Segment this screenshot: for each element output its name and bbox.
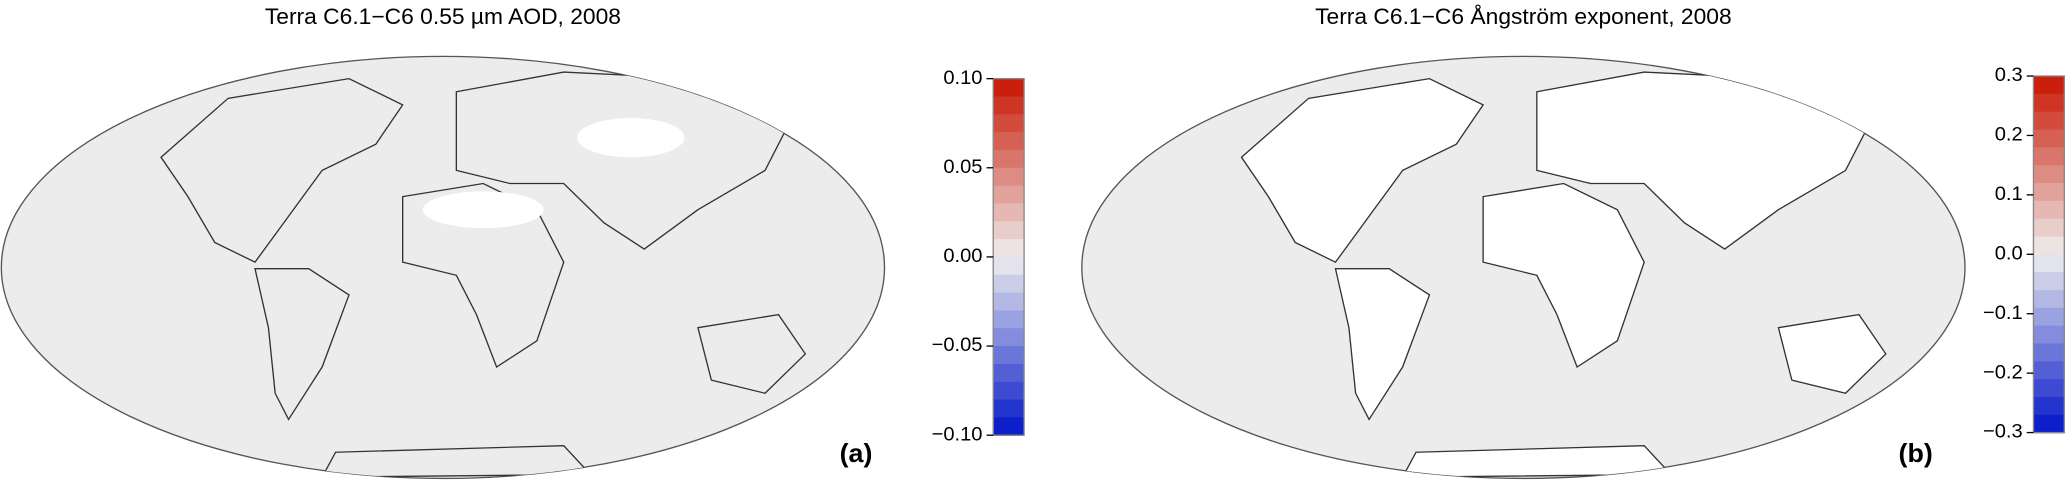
colorbar-step [993,399,1025,419]
colorbar-step [2033,272,2065,291]
colorbar-step [2033,182,2065,202]
colorbar-step [993,310,1025,329]
colorbar-step [993,328,1025,347]
colorbar-step [993,292,1025,312]
colorbar-step [2033,307,2065,327]
colorbar-step [993,203,1025,222]
colorbar-step [2033,343,2065,362]
colorbar-step [993,363,1025,383]
colorbar-step [993,132,1025,151]
colorbar-step [2033,254,2065,273]
colorbar-tick-label: 0.0 [1995,243,2023,265]
colorbar-tick-label: −0.1 [1983,302,2023,324]
colorbar-step [2033,325,2065,345]
map-b [1081,55,1966,480]
colorbar-step [993,221,1025,240]
colorbar-step [993,114,1025,133]
colorbar-tick-label: 0.00 [943,245,982,267]
colorbar-step [2033,396,2065,416]
colorbar-tick-label: 0.2 [1995,124,2023,146]
colorbar-step [993,96,1025,115]
panel-label: (a) [840,438,873,468]
colorbar-step [2033,361,2065,380]
colorbar-step [993,78,1025,98]
colorbar-tick-label: −0.2 [1983,362,2023,384]
colorbar-tick-label: 0.10 [943,67,982,89]
panel-label: (b) [1899,438,1933,468]
colorbar-step [2033,165,2065,184]
colorbar-step [993,381,1025,401]
colorbar-step [993,417,1025,436]
colorbar-step [2033,289,2065,309]
colorbar-tick-label: −0.05 [932,334,983,356]
colorbar-step [2033,76,2065,95]
colorbar-step [993,256,1025,276]
colorbar-step [2033,93,2065,113]
panel-title: Terra C6.1−C6 Ångström exponent, 2008 [1315,4,1732,29]
colorbar-step [993,185,1025,205]
colorbar-step [993,149,1025,169]
map-a [0,55,886,480]
colorbar-step [2033,236,2065,255]
colorbar-step [2033,147,2065,166]
colorbar-step [2033,414,2065,434]
panel-title: Terra C6.1−C6 0.55 µm AOD, 2008 [265,4,621,29]
colorbar-step [2033,129,2065,148]
colorbar-tick-label: 0.05 [943,156,982,178]
colorbar-step [2033,379,2065,398]
colorbar-tick-label: 0.3 [1995,64,2023,86]
colorbar-tick-label: −0.10 [932,424,983,446]
colorbar-tick-label: −0.3 [1983,421,2023,443]
colorbar-step [993,239,1025,258]
colorbar-step [993,346,1025,365]
colorbar-step [2033,200,2065,220]
colorbar-step [993,274,1025,294]
colorbar-step [2033,111,2065,131]
colorbar-tick-label: 0.1 [1995,183,2023,205]
colorbar-step [993,167,1025,187]
colorbar-step [2033,218,2065,238]
